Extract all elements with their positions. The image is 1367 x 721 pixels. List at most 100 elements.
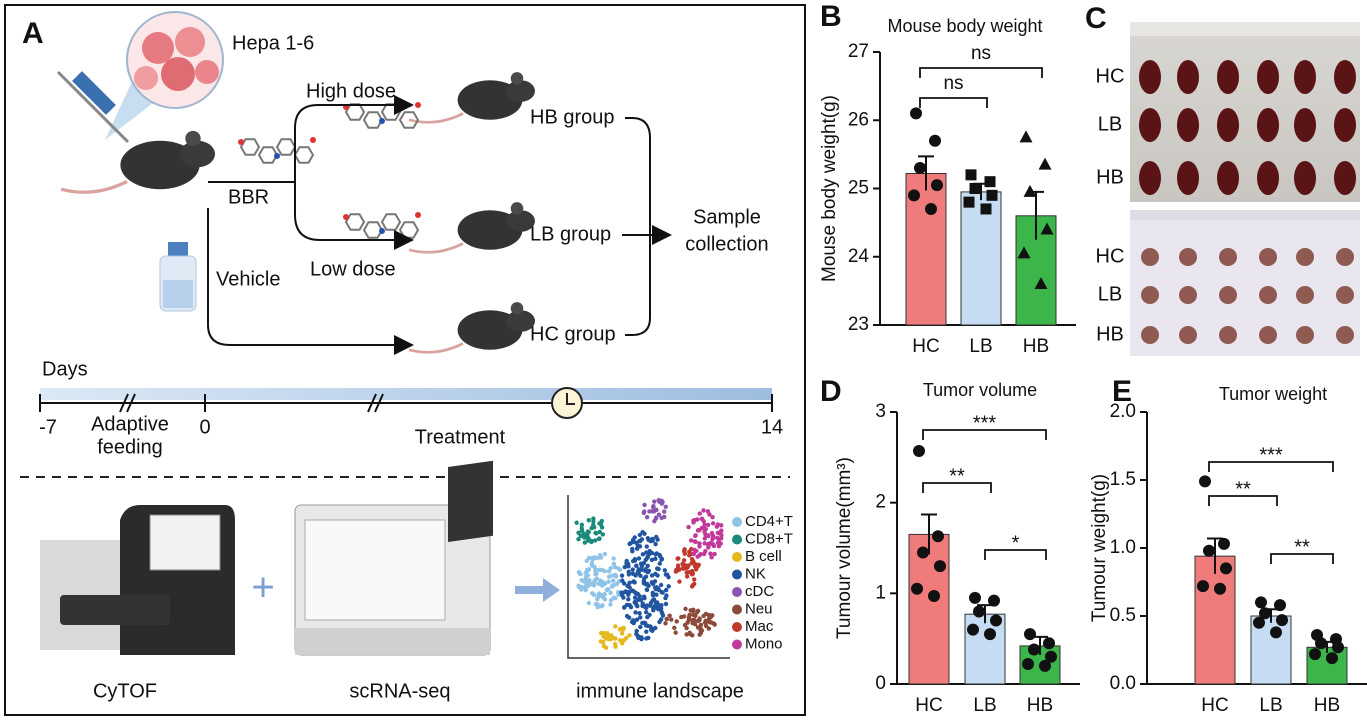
cell-dot	[716, 540, 721, 546]
cell-dot	[674, 619, 679, 624]
row-label: HC	[1096, 245, 1125, 267]
y-axis-label: Tumour volume(mm³)	[834, 457, 855, 639]
cell-dot	[701, 508, 706, 513]
mouse-body	[457, 80, 523, 120]
data-point	[925, 202, 937, 215]
data-point	[929, 134, 941, 147]
tumor-photo-bottom	[1130, 210, 1360, 356]
mouse-tail	[60, 180, 128, 194]
cell-dot	[627, 602, 632, 608]
ring	[380, 213, 402, 231]
cell-dot	[585, 529, 590, 534]
cell-dot	[642, 502, 647, 508]
flow-arrows	[207, 95, 672, 355]
cell-dot	[653, 516, 659, 521]
significance-bracket	[1208, 461, 1334, 472]
cell-dot	[658, 606, 664, 611]
ring	[380, 103, 402, 121]
data-point	[914, 162, 926, 175]
group-label: HB group	[530, 106, 615, 128]
cell-dot	[684, 632, 689, 637]
significance-bracket	[1208, 495, 1278, 506]
cell-dot	[639, 636, 644, 642]
data-point	[1274, 599, 1286, 612]
data-point	[1040, 222, 1054, 235]
low-dose: Low dose	[310, 258, 396, 280]
cell-dot	[592, 580, 597, 586]
cell-dot	[719, 528, 724, 533]
cell-dot	[638, 624, 643, 630]
tumor	[1139, 161, 1161, 195]
cell-dot	[660, 590, 665, 595]
mouse-ear	[510, 302, 524, 315]
chart-title: Mouse body weight	[887, 16, 1042, 36]
cell-dot	[653, 586, 659, 592]
cell-dot	[583, 577, 588, 582]
cell-dot	[633, 591, 638, 596]
cell-dot	[593, 538, 598, 543]
data-point	[1028, 643, 1040, 656]
cell-dot	[603, 636, 609, 641]
cell-dot	[653, 552, 658, 557]
cell-dot	[613, 636, 618, 641]
tumor-photo-top	[1130, 22, 1360, 202]
cell-dot	[610, 583, 615, 588]
legend-swatch	[732, 534, 742, 545]
cell-dot	[681, 558, 687, 563]
mouse	[408, 302, 535, 354]
cell-dot	[632, 580, 637, 585]
cell-dot	[677, 579, 682, 584]
data-point	[913, 444, 925, 457]
legend-label: Neu	[745, 600, 773, 617]
cell-dot	[613, 624, 618, 629]
cell-dot	[637, 611, 642, 616]
tumor	[1257, 161, 1279, 195]
cell-dot	[707, 512, 712, 517]
cell-dot	[689, 547, 694, 552]
ring	[293, 146, 315, 164]
panel-letter: A	[22, 17, 44, 50]
cell-dot	[697, 616, 702, 621]
data-point	[984, 176, 996, 188]
mouse-tail	[408, 242, 464, 254]
legend-swatch	[732, 552, 742, 562]
cell-dot	[666, 584, 671, 589]
cell-dot	[673, 630, 678, 635]
mouse-ear	[185, 130, 201, 147]
significance-label: **	[1235, 478, 1251, 500]
data-point	[1203, 544, 1215, 557]
ring	[275, 138, 297, 156]
cell-dot	[614, 581, 619, 587]
cell-dot	[712, 551, 717, 557]
cell-dot	[602, 581, 608, 586]
cell-dot	[598, 630, 604, 636]
cytof-machine	[40, 505, 235, 655]
tumor	[1294, 60, 1316, 94]
significance-label: ***	[973, 412, 997, 434]
cell-dot	[646, 635, 651, 641]
significance-bracket	[919, 97, 988, 108]
cell-dot	[690, 617, 695, 623]
cell-dot	[644, 514, 650, 520]
bar	[1194, 555, 1236, 685]
cell-dot	[582, 540, 587, 545]
data-point	[969, 183, 981, 194]
cell-dot	[644, 544, 649, 549]
cell-dot	[672, 625, 677, 631]
cell-dot	[587, 580, 592, 585]
cell-dot	[719, 533, 724, 538]
data-point	[1253, 616, 1265, 629]
scrna-machine	[294, 460, 493, 656]
tumor	[1334, 161, 1356, 195]
cell-dot	[645, 570, 651, 575]
mouse	[60, 130, 215, 194]
y-axis-label: Mouse body weight(g)	[819, 95, 840, 282]
cell-dot	[632, 535, 637, 540]
panel-letter: E	[1112, 375, 1132, 408]
cell-dot	[686, 615, 692, 620]
cell-dot	[643, 566, 648, 572]
cell-dot	[703, 526, 709, 532]
cell-dot	[634, 617, 640, 622]
group-label: HC group	[530, 323, 616, 345]
